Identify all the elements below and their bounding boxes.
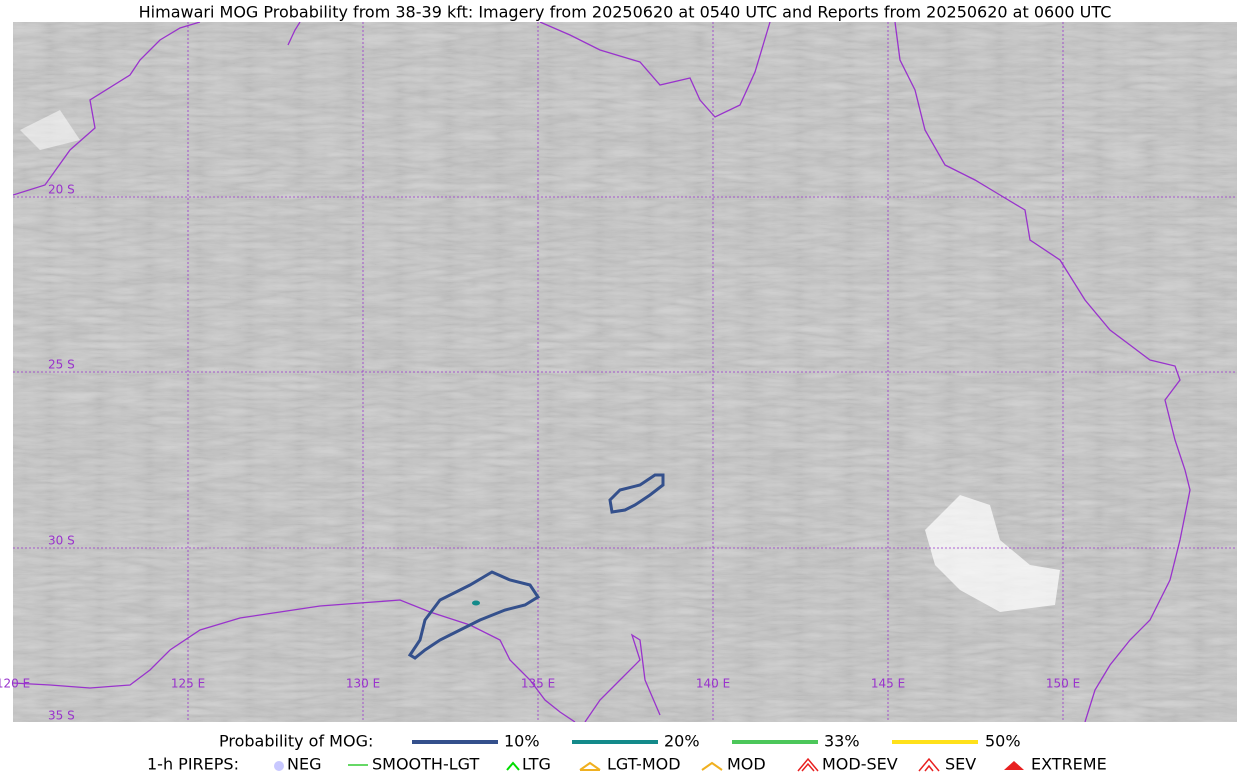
legend-symbol: [274, 761, 284, 771]
legend-symbol: [506, 761, 520, 771]
map: [13, 22, 1237, 722]
coastline: [287, 22, 301, 46]
legend-item: EXTREME: [1031, 755, 1107, 774]
legend-label: Probability of MOG:: [219, 732, 373, 751]
coastlines: [13, 22, 1191, 722]
title: Himawari MOG Probability from 38-39 kft:…: [139, 3, 1112, 22]
legend-symbol: [579, 761, 601, 771]
lat-label: 20 S: [48, 183, 75, 197]
legend-item: LTG: [522, 755, 551, 774]
coastline: [584, 633, 661, 722]
lat-label: 25 S: [48, 358, 75, 372]
mog-contour-20: [472, 600, 480, 606]
legend-symbol: [1004, 761, 1024, 770]
legend-symbol: [801, 762, 815, 772]
grid-labels: 20 S 25 S 30 S 35 S 120 E 125 E 130 E 13…: [0, 183, 1080, 723]
legend-item: SEV: [945, 755, 976, 774]
legend-item: 33%: [824, 732, 860, 751]
legend-item: MOD-SEV: [822, 755, 898, 774]
coastline: [539, 22, 771, 118]
legend-label: 1-h PIREPS:: [147, 755, 239, 774]
mog-contour-10: [608, 473, 665, 514]
coastline: [13, 599, 576, 722]
lon-label: 140 E: [696, 677, 730, 691]
legend-item: NEG: [287, 755, 321, 774]
lon-label: 145 E: [871, 677, 905, 691]
lon-label: 125 E: [171, 677, 205, 691]
legend-probability: Probability of MOG: 10% 20% 33% 50%: [219, 732, 1021, 751]
legend-item: SMOOTH-LGT: [372, 755, 479, 774]
lat-label: 35 S: [48, 709, 75, 723]
lat-label: 30 S: [48, 534, 75, 548]
legend-symbol: [701, 761, 723, 771]
lon-label: 135 E: [521, 677, 555, 691]
mog-contour-10: [407, 570, 541, 660]
legend-item: LGT-MOD: [607, 755, 681, 774]
coastline: [13, 22, 201, 196]
legend-item: 50%: [985, 732, 1021, 751]
legend-symbol: [924, 764, 934, 772]
grid: [13, 22, 1237, 722]
lon-label: 150 E: [1046, 677, 1080, 691]
coastline: [894, 22, 1191, 722]
legend-pireps: 1-h PIREPS: NEG SMOOTH-LGT LTG LGT-MOD M…: [147, 755, 1107, 774]
legend-symbol: [918, 757, 940, 772]
lon-label: 130 E: [346, 677, 380, 691]
legend-item: 10%: [504, 732, 540, 751]
legend-item: 20%: [664, 732, 700, 751]
lon-label: 120 E: [0, 677, 30, 691]
legend-item: MOD: [727, 755, 766, 774]
legend-symbol: [797, 757, 819, 772]
cloud: [20, 110, 1060, 612]
